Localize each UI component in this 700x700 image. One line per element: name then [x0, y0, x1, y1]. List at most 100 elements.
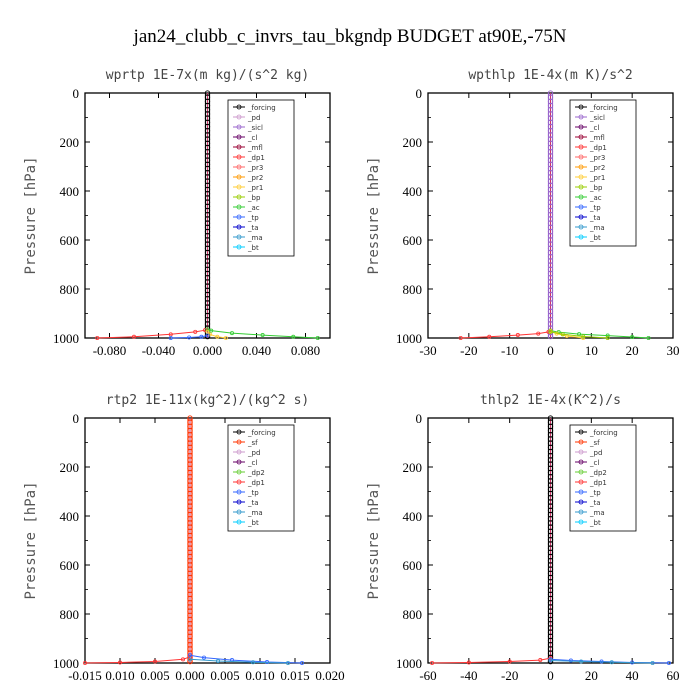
legend-entry: _cl — [589, 459, 599, 467]
legend-marker — [578, 174, 584, 180]
legend-marker — [578, 144, 584, 150]
legend-entry: _pd — [589, 449, 602, 457]
series-point — [187, 657, 192, 662]
series-line — [84, 656, 191, 664]
series-point — [560, 332, 565, 337]
x-tick-label: 10 — [585, 343, 598, 358]
legend-entry: _forcing — [247, 104, 276, 112]
y-tick-label: 400 — [60, 184, 80, 199]
figure-title: jan24_clubb_c_invrs_tau_bkgndp BUDGET at… — [133, 26, 567, 47]
y-tick-label: 0 — [416, 86, 423, 101]
legend: _forcing _sf _pd _cl _dp2 _dp1 _tp _ta _ma _bt — [227, 424, 295, 532]
series-point — [299, 661, 304, 666]
series-point — [666, 661, 671, 666]
y-tick-label: 200 — [60, 135, 80, 150]
legend: _forcing _sicl _cl _mfl _dp1 _pr3 _pr2 _pr1 _bp _… — [569, 99, 637, 247]
center-series-_sf — [187, 415, 193, 665]
series-point — [118, 660, 123, 665]
legend-marker — [578, 134, 584, 140]
legend-marker — [236, 144, 242, 150]
legend-marker — [578, 429, 584, 435]
y-tick-label: 0 — [73, 86, 80, 101]
legend-entry: _bt — [247, 244, 259, 252]
legend-entry: _pr2 — [589, 164, 605, 172]
legend-marker — [578, 124, 584, 130]
legend-entry: _ma — [589, 224, 605, 232]
series-point — [548, 658, 553, 663]
legend-entry: _ta — [589, 214, 601, 222]
legend-marker — [236, 134, 242, 140]
y-tick-label: 1000 — [53, 656, 79, 671]
legend-entry: _mfl — [247, 144, 263, 152]
series-point — [291, 334, 296, 339]
series-line — [170, 335, 208, 339]
legend-marker — [578, 184, 584, 190]
legend-entry: _bp — [247, 194, 261, 202]
legend-marker — [578, 509, 584, 515]
series-point — [95, 335, 100, 340]
series-point — [609, 660, 614, 665]
legend-entry: _dp2 — [589, 469, 607, 477]
x-tick-label: 20 — [585, 668, 598, 683]
y-tick-label: 200 — [403, 460, 423, 475]
legend-entry: _tp — [589, 489, 601, 497]
panel-title: rtp2 1E-11x(kg^2)/(kg^2 s) — [106, 393, 310, 408]
y-axis-label: Pressure [hPa] — [366, 156, 382, 274]
legend-entry: _pr1 — [247, 184, 263, 192]
series-point — [458, 335, 463, 340]
y-tick-label: 400 — [60, 509, 80, 524]
y-tick-label: 600 — [403, 558, 423, 573]
series-_dp1 — [83, 654, 192, 666]
legend-entry: _pr1 — [589, 174, 605, 182]
y-axis-label: Pressure [hPa] — [366, 481, 382, 599]
legend-marker — [236, 479, 242, 485]
series-point — [215, 659, 220, 664]
series-line — [550, 660, 653, 664]
y-tick-label: 200 — [60, 460, 80, 475]
y-tick-label: 600 — [60, 558, 80, 573]
series-line — [97, 328, 208, 339]
legend-entry: _sicl — [247, 124, 263, 132]
x-tick-label: 0 — [547, 343, 554, 358]
legend-entry: _cl — [247, 459, 257, 467]
legend-entry: _mfl — [589, 134, 605, 142]
legend-marker — [578, 214, 584, 220]
series-point — [205, 327, 210, 332]
x-tick-label: 0 — [547, 668, 554, 683]
legend-marker — [578, 224, 584, 230]
legend-marker — [236, 429, 242, 435]
y-tick-label: 0 — [73, 411, 80, 426]
series-_ac — [205, 327, 320, 340]
legend-entry: _tp — [589, 204, 601, 212]
legend-marker — [578, 489, 584, 495]
x-tick-label: -20 — [460, 343, 477, 358]
series-point — [536, 331, 541, 336]
series-point — [201, 655, 206, 660]
legend-entry: _forcing — [247, 429, 276, 437]
legend-entry: _pd — [247, 114, 260, 122]
series-point — [215, 334, 220, 339]
legend-marker — [578, 479, 584, 485]
y-tick-label: 600 — [60, 233, 80, 248]
legend-marker — [578, 439, 584, 445]
x-tick-label: 20 — [626, 343, 639, 358]
y-tick-label: 200 — [403, 135, 423, 150]
legend-entry: _dp1 — [589, 479, 607, 487]
y-axis-label: Pressure [hPa] — [23, 156, 39, 274]
legend-marker — [578, 104, 584, 110]
legend-marker — [236, 164, 242, 170]
x-tick-label: 30 — [667, 343, 680, 358]
series-point — [205, 329, 210, 334]
series-point — [538, 658, 543, 663]
series-point — [430, 661, 435, 666]
legend-marker — [578, 234, 584, 240]
panel-title: wprtp 1E-7x(m kg)/(s^2 kg) — [106, 68, 310, 83]
x-tick-label: -10 — [501, 343, 518, 358]
series-_bp — [548, 329, 610, 340]
series-_ma — [187, 657, 290, 666]
center-series-_forcing — [204, 90, 211, 340]
series-point — [466, 660, 471, 665]
